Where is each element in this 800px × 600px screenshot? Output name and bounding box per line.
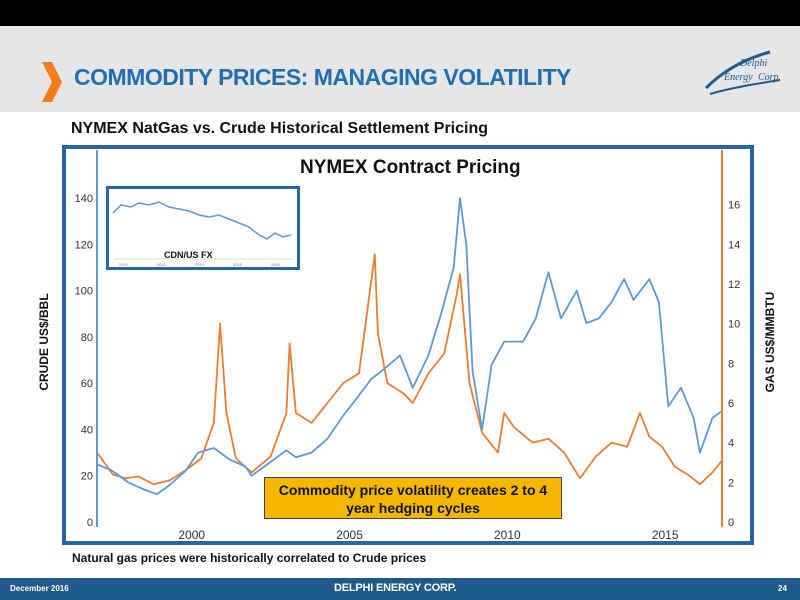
chart-subtitle: NYMEX NatGas vs. Crude Historical Settle… (71, 120, 489, 137)
y-left-tick-label: 20 (81, 471, 93, 483)
volatility-callout: Commodity price volatility creates 2 to … (264, 477, 562, 519)
slide-title: COMMODITY PRICES: MANAGING VOLATILITY (74, 64, 571, 90)
fx-tick-2: 2012 (157, 262, 167, 267)
y-right-tick-label: 0 (728, 517, 734, 529)
fx-inset-label: CDN/US FX (164, 250, 213, 260)
y-left-tick-label: 60 (81, 378, 93, 390)
y-right-tick-label: 8 (728, 358, 734, 370)
chart-title: NYMEX Contract Pricing (300, 157, 521, 178)
y-left-tick-label: 140 (75, 193, 93, 205)
fx-tick-4: 2015 (233, 262, 243, 267)
header-band (0, 26, 800, 112)
footer-date: December 2016 (10, 584, 69, 593)
x-tick-label: 2000 (178, 528, 205, 542)
y-right-tick-label: 12 (728, 279, 740, 291)
x-tick-label: 2010 (494, 528, 521, 542)
logo-word-2: Energy (723, 72, 753, 83)
fx-tick-5: 2016 (271, 262, 281, 267)
y-right-tick-label: 16 (728, 200, 740, 212)
y-right-tick-label: 2 (728, 477, 734, 489)
delphi-logo: Delphi Energy Corp. (704, 50, 781, 95)
fx-tick-3: 2014 (195, 262, 205, 267)
y-left-tick-label: 100 (75, 286, 93, 298)
x-tick-label: 2005 (336, 528, 363, 542)
fx-inset-chart: 2010 2012 2014 2015 2016 (106, 186, 300, 270)
footer-bar (0, 578, 800, 600)
y-axis-left-label: CRUDE US$/BBL (37, 293, 51, 391)
y-right-tick-label: 4 (728, 438, 734, 450)
crude-series-line (96, 197, 723, 496)
logo-word-1: Delphi (739, 58, 767, 69)
gas-series-line (96, 253, 723, 486)
y-left-tick-label: 80 (81, 332, 93, 344)
footnote: Natural gas prices were historically cor… (72, 551, 427, 565)
y-axis-right-label: GAS US$/MMBTU (763, 291, 777, 393)
chevron-icon (42, 62, 62, 102)
fx-inset-plot: 2010 2012 2014 2015 2016 (112, 201, 293, 267)
y-right-tick-label: 14 (728, 239, 740, 251)
y-right-tick-label: 6 (728, 398, 734, 410)
footer-brand: DELPHI ENERGY CORP. (334, 582, 457, 594)
y-left-tick-label: 120 (75, 239, 93, 251)
y-left-tick-label: 0 (87, 517, 93, 529)
y-right-tick-label: 10 (728, 319, 740, 331)
footer-page-number: 24 (778, 584, 787, 593)
x-tick-label: 2015 (652, 528, 679, 542)
fx-line (112, 201, 292, 240)
fx-tick-1: 2010 (119, 262, 129, 267)
y-left-tick-label: 40 (81, 424, 93, 436)
top-bar (0, 0, 800, 26)
logo-word-3: Corp. (758, 72, 781, 83)
